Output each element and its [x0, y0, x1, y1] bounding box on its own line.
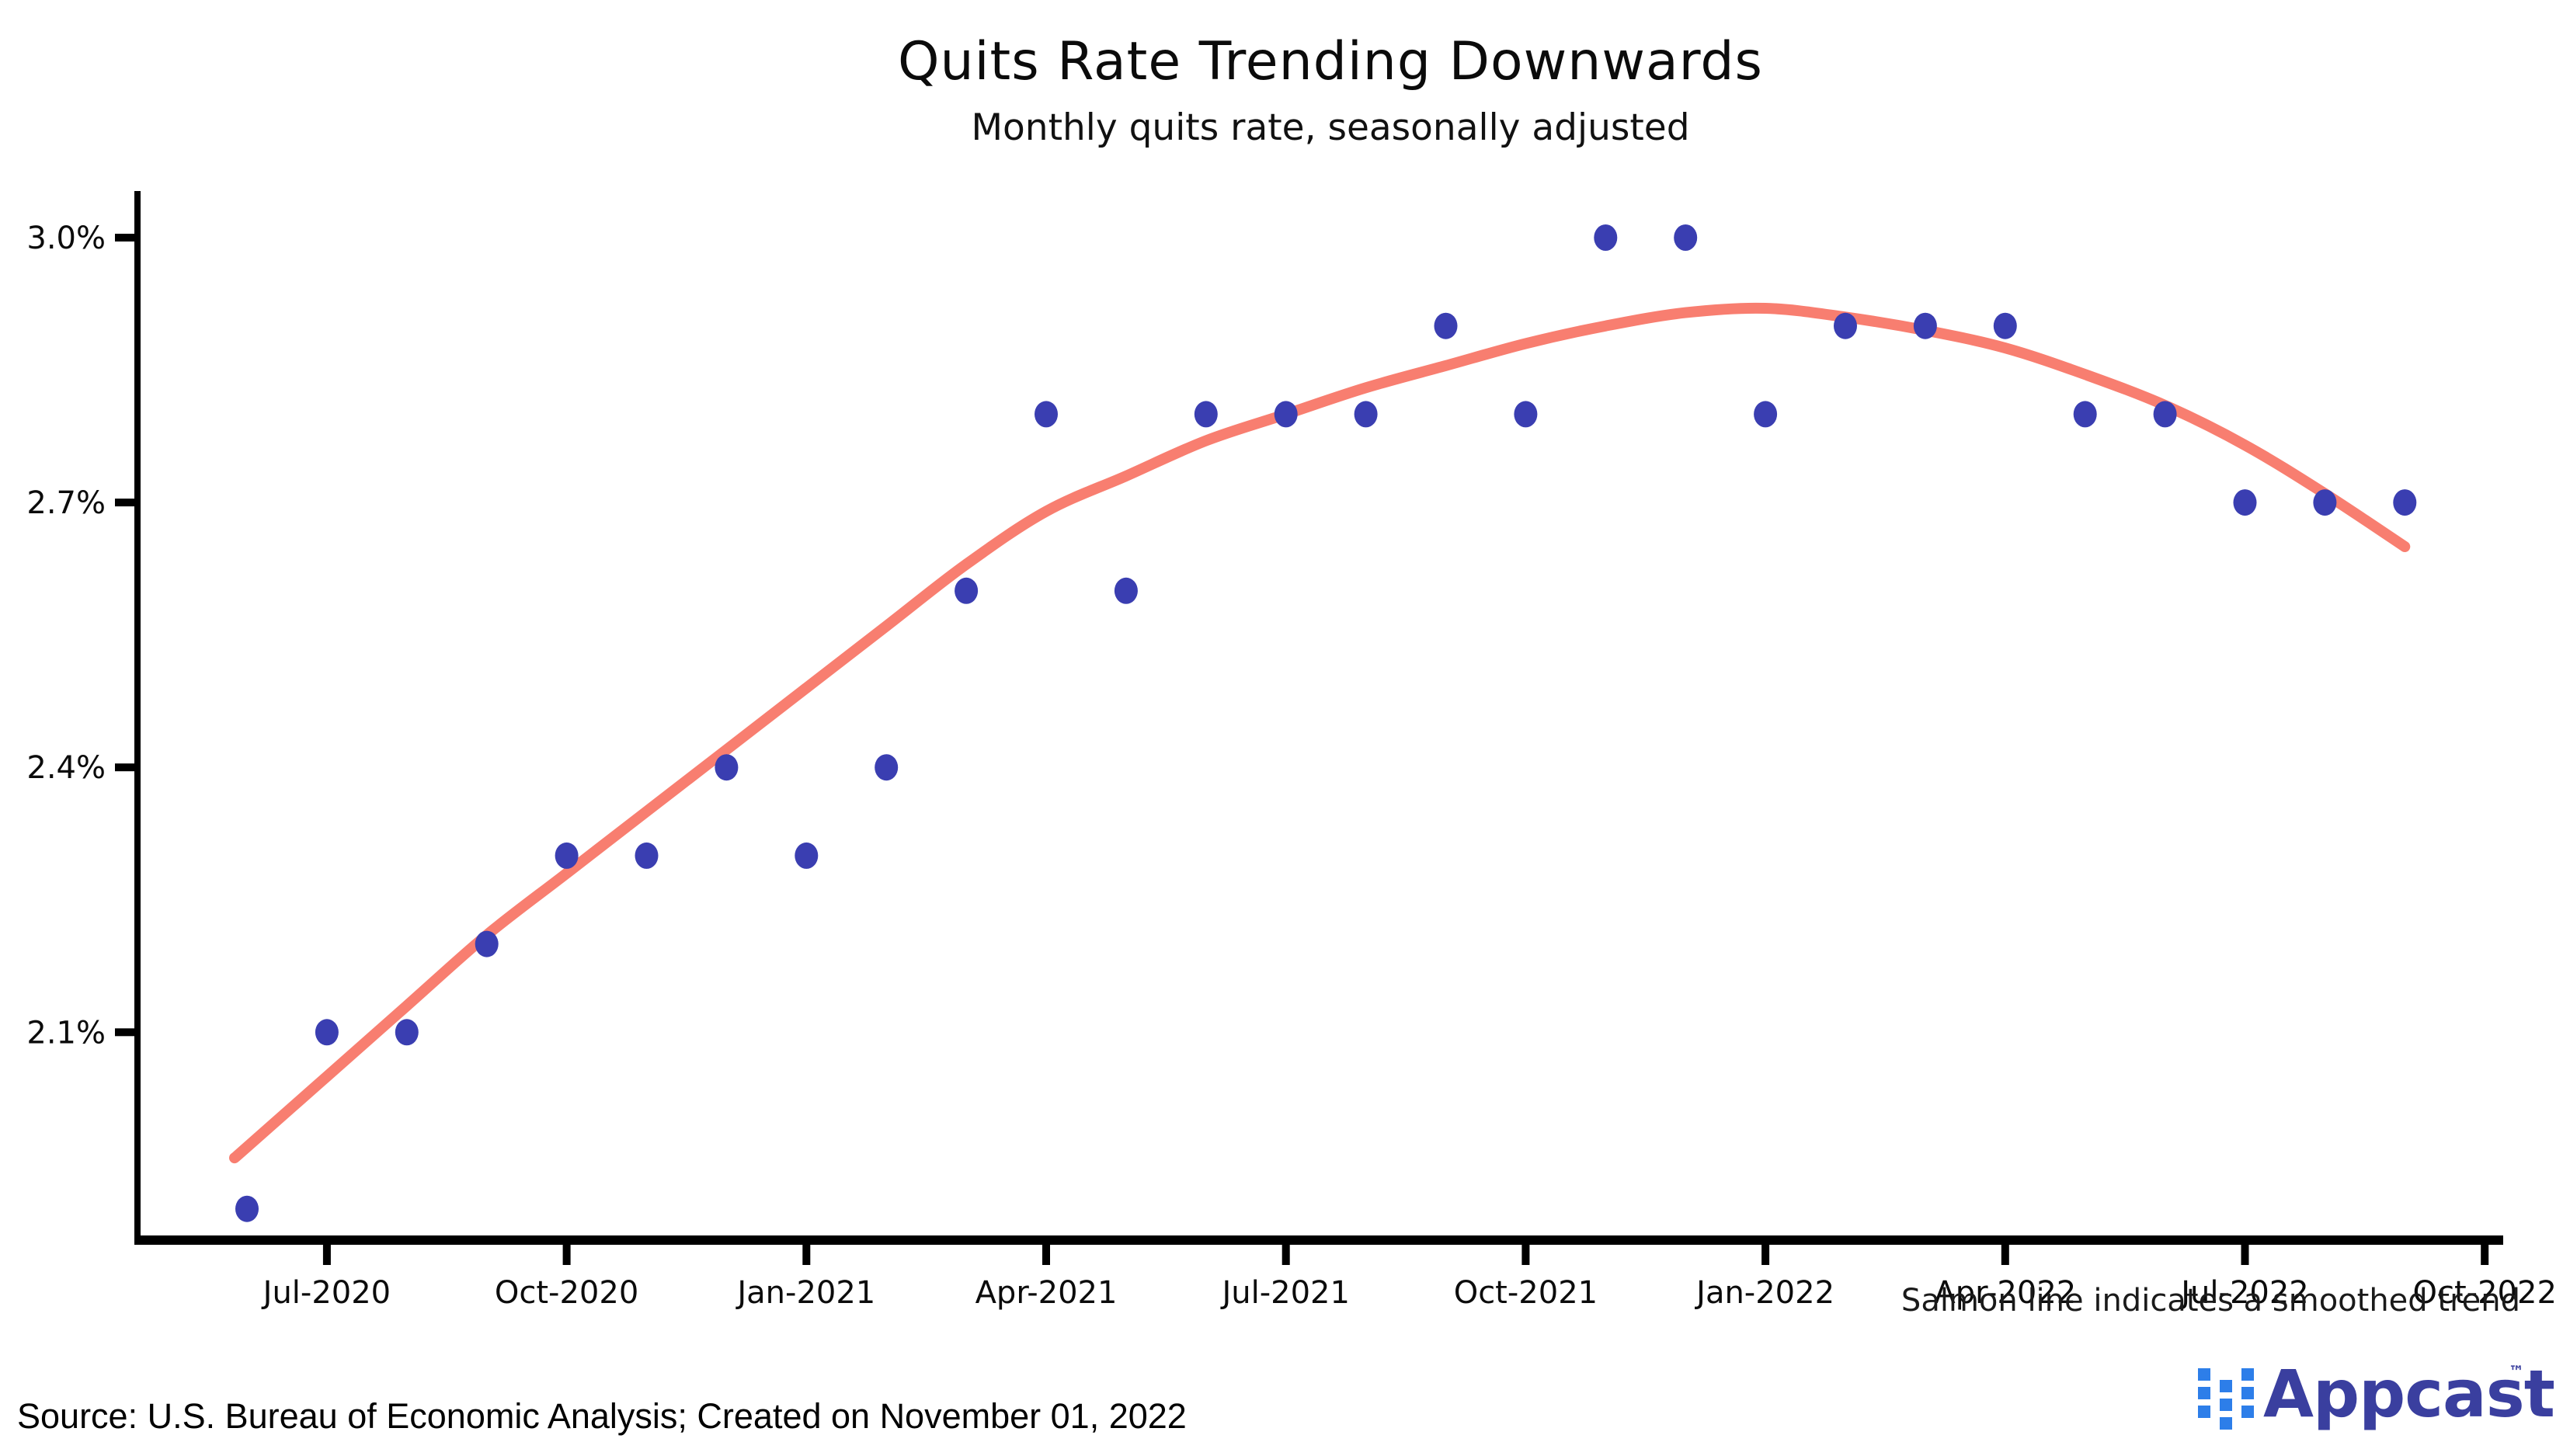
y-axis-tick	[115, 499, 135, 507]
data-point	[1035, 401, 1058, 428]
logo-square	[2220, 1399, 2232, 1411]
logo-square	[2241, 1406, 2254, 1418]
data-point	[875, 754, 899, 781]
x-axis-tick-label: Jan-2022	[1694, 1275, 1834, 1311]
trend-line	[229, 302, 2411, 1164]
data-point	[1514, 401, 1538, 428]
chart-title: Quits Rate Trending Downwards	[898, 31, 1763, 92]
data-point	[1194, 401, 1218, 428]
data-point	[2313, 489, 2337, 516]
appcast-logo-text: Appcast	[2263, 1356, 2555, 1432]
data-point	[1274, 401, 1298, 428]
data-point	[1834, 312, 1857, 339]
x-axis-tick	[2241, 1245, 2249, 1265]
logo-square	[2198, 1387, 2210, 1399]
y-axis-tick	[115, 234, 135, 242]
source-attribution: Source: U.S. Bureau of Economic Analysis…	[17, 1396, 1187, 1436]
x-axis-tick-label: Jul-2021	[1219, 1275, 1350, 1311]
x-axis-tick-label: Oct-2020	[495, 1275, 638, 1311]
data-point	[1434, 312, 1458, 339]
x-axis-tick	[1521, 1245, 1530, 1265]
data-point	[1674, 224, 1698, 251]
data-point	[955, 577, 979, 604]
data-point	[395, 1019, 419, 1046]
data-point	[1913, 312, 1937, 339]
logo-square	[2220, 1380, 2232, 1392]
x-axis-tick	[562, 1245, 571, 1265]
y-axis-tick-label: 2.4%	[26, 750, 106, 786]
x-axis-tick-label: Oct-2021	[1454, 1275, 1598, 1311]
x-axis-tick-label: Oct-2022	[2413, 1275, 2557, 1311]
data-point	[1754, 401, 1778, 428]
data-point	[475, 930, 499, 957]
data-point	[2233, 489, 2257, 516]
data-point	[635, 842, 659, 869]
data-point	[1114, 577, 1138, 604]
data-point	[795, 842, 819, 869]
x-axis-tick	[2001, 1245, 2009, 1265]
y-axis-tick-label: 3.0%	[26, 221, 106, 256]
data-point	[1354, 401, 1378, 428]
y-axis-tick-label: 2.7%	[26, 485, 106, 521]
data-point	[235, 1195, 259, 1222]
trademark-symbol: ™	[2509, 1362, 2524, 1381]
x-axis-tick	[2481, 1245, 2489, 1265]
data-point	[1993, 312, 2017, 339]
y-axis-tick-label: 2.1%	[26, 1015, 106, 1051]
logo-square	[2198, 1368, 2210, 1381]
logo-square	[2241, 1387, 2254, 1399]
data-point	[315, 1019, 339, 1046]
x-axis-tick-label: Jan-2021	[735, 1275, 875, 1311]
data-point	[2073, 401, 2097, 428]
y-axis-tick	[115, 1028, 135, 1037]
logo-square	[2198, 1406, 2210, 1418]
x-axis-tick	[802, 1245, 811, 1265]
appcast-logo: Appcast ™	[2198, 1356, 2563, 1454]
x-axis-tick	[1282, 1245, 1290, 1265]
y-axis-tick	[115, 763, 135, 772]
x-axis-tick	[322, 1245, 331, 1265]
data-point	[555, 842, 579, 869]
x-axis-tick	[1042, 1245, 1050, 1265]
x-axis-tick-label: Jul-2022	[2179, 1275, 2309, 1311]
data-point	[2393, 489, 2417, 516]
chart-header: Quits Rate Trending Downwards Monthly qu…	[98, 31, 2563, 149]
y-axis-line	[134, 191, 141, 1245]
x-axis-tick-label: Jul-2020	[261, 1275, 391, 1311]
data-point	[1594, 224, 1618, 251]
data-point	[715, 754, 739, 781]
x-axis-line	[134, 1235, 2503, 1245]
chart-subtitle: Monthly quits rate, seasonally adjusted	[971, 106, 1690, 149]
trend-footnote: Salmon line indicates a smoothed trend	[1901, 1283, 2520, 1319]
x-axis-tick	[1761, 1245, 1770, 1265]
logo-square	[2220, 1417, 2232, 1430]
logo-square	[2241, 1368, 2254, 1381]
data-point	[2153, 401, 2177, 428]
x-axis-tick-label: Apr-2021	[975, 1275, 1118, 1311]
x-axis-tick-label: Apr-2022	[1934, 1275, 2076, 1311]
